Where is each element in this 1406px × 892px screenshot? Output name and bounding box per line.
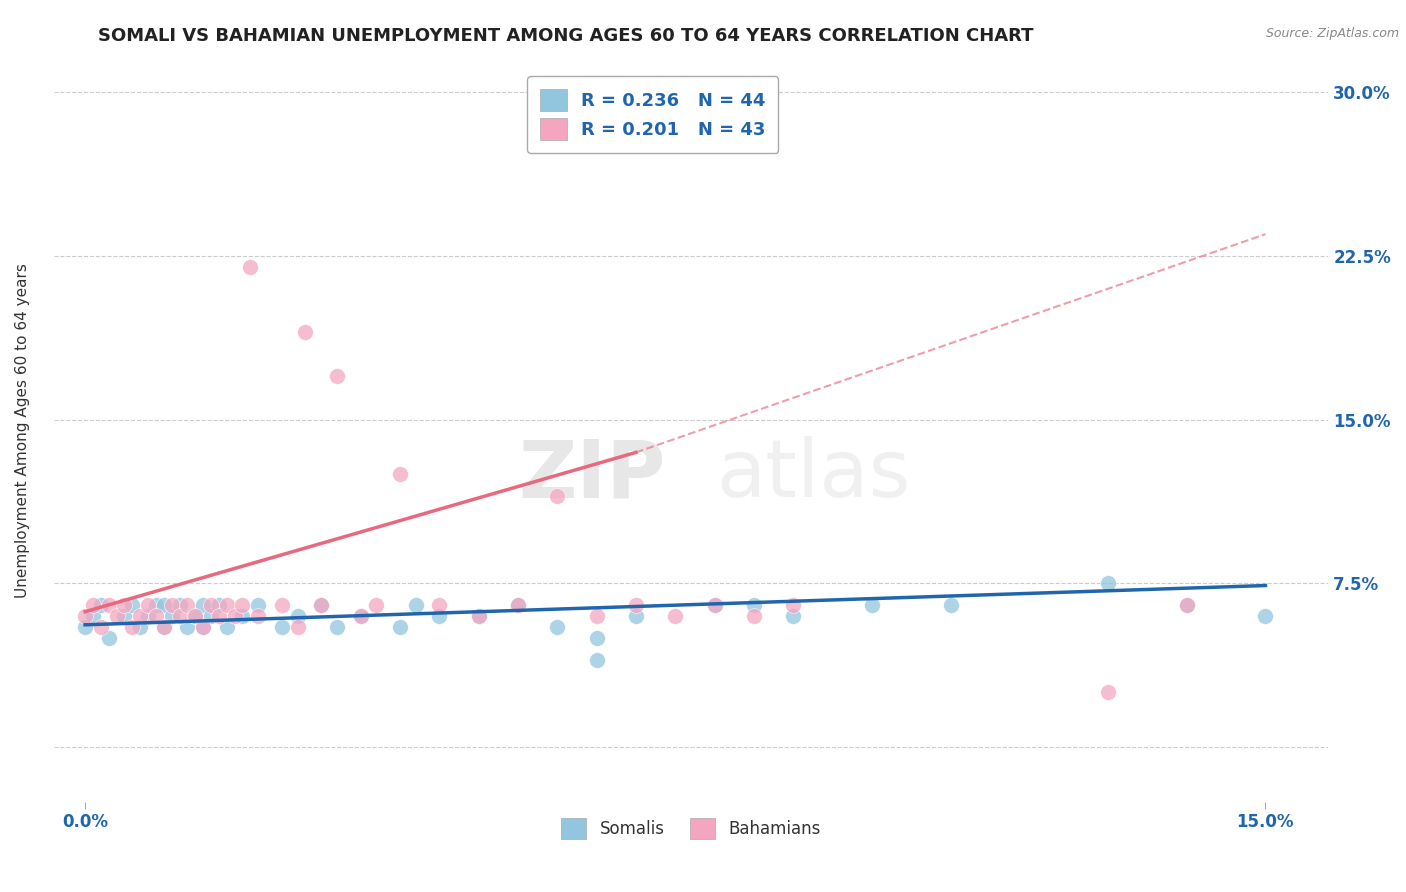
Point <box>585 653 607 667</box>
Point <box>664 609 686 624</box>
Point <box>136 609 159 624</box>
Point <box>208 609 231 624</box>
Point <box>90 620 112 634</box>
Point <box>1254 609 1277 624</box>
Point <box>287 609 309 624</box>
Point <box>1175 598 1198 612</box>
Y-axis label: Unemployment Among Ages 60 to 64 years: Unemployment Among Ages 60 to 64 years <box>15 263 30 598</box>
Point <box>247 609 270 624</box>
Point <box>184 609 207 624</box>
Point <box>405 598 427 612</box>
Point <box>349 609 371 624</box>
Point <box>1097 576 1119 591</box>
Point <box>200 598 222 612</box>
Point <box>427 598 450 612</box>
Point <box>97 598 120 612</box>
Point <box>231 598 253 612</box>
Point <box>129 609 152 624</box>
Point <box>1097 685 1119 699</box>
Point <box>624 609 647 624</box>
Point <box>121 598 143 612</box>
Point <box>105 609 128 624</box>
Point <box>366 598 388 612</box>
Point <box>546 620 568 634</box>
Point <box>287 620 309 634</box>
Text: atlas: atlas <box>717 436 911 514</box>
Point <box>585 609 607 624</box>
Point <box>326 369 349 384</box>
Point <box>152 620 174 634</box>
Point <box>169 609 191 624</box>
Text: Source: ZipAtlas.com: Source: ZipAtlas.com <box>1265 27 1399 40</box>
Point <box>121 620 143 634</box>
Point <box>388 620 411 634</box>
Point <box>152 620 174 634</box>
Point <box>939 598 962 612</box>
Point <box>309 598 332 612</box>
Point <box>388 467 411 482</box>
Point <box>585 631 607 645</box>
Point <box>546 489 568 503</box>
Point <box>114 598 136 612</box>
Point <box>782 598 804 612</box>
Point <box>176 598 198 612</box>
Point <box>1175 598 1198 612</box>
Legend: Somalis, Bahamians: Somalis, Bahamians <box>555 812 827 846</box>
Point <box>467 609 489 624</box>
Point <box>75 609 97 624</box>
Point <box>97 631 120 645</box>
Point <box>294 326 316 340</box>
Point <box>75 620 97 634</box>
Point <box>191 598 214 612</box>
Point <box>326 620 349 634</box>
Point <box>742 609 765 624</box>
Point <box>239 260 262 274</box>
Point <box>145 598 167 612</box>
Point <box>191 620 214 634</box>
Text: SOMALI VS BAHAMIAN UNEMPLOYMENT AMONG AGES 60 TO 64 YEARS CORRELATION CHART: SOMALI VS BAHAMIAN UNEMPLOYMENT AMONG AG… <box>98 27 1033 45</box>
Point <box>624 598 647 612</box>
Point <box>200 609 222 624</box>
Point <box>467 609 489 624</box>
Point <box>427 609 450 624</box>
Text: ZIP: ZIP <box>519 436 665 514</box>
Point <box>215 598 238 612</box>
Point <box>742 598 765 612</box>
Point <box>184 609 207 624</box>
Point <box>169 598 191 612</box>
Point <box>309 598 332 612</box>
Point <box>90 598 112 612</box>
Point <box>114 609 136 624</box>
Point <box>506 598 529 612</box>
Point <box>860 598 883 612</box>
Point <box>270 620 292 634</box>
Point <box>231 609 253 624</box>
Point <box>208 598 231 612</box>
Point <box>703 598 725 612</box>
Point <box>224 609 246 624</box>
Point <box>215 620 238 634</box>
Point <box>506 598 529 612</box>
Point <box>145 609 167 624</box>
Point <box>191 620 214 634</box>
Point <box>703 598 725 612</box>
Point <box>247 598 270 612</box>
Point <box>176 620 198 634</box>
Point <box>136 598 159 612</box>
Point <box>349 609 371 624</box>
Point <box>152 598 174 612</box>
Point <box>129 620 152 634</box>
Point <box>82 598 104 612</box>
Point <box>82 609 104 624</box>
Point <box>782 609 804 624</box>
Point <box>160 609 183 624</box>
Point <box>270 598 292 612</box>
Point <box>160 598 183 612</box>
